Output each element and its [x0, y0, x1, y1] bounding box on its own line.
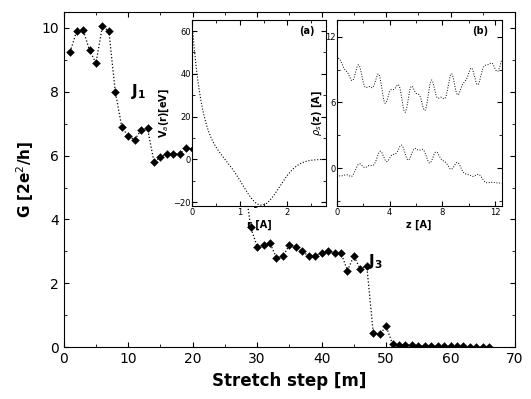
Point: [337, 250, 345, 256]
Point: [466, 344, 474, 350]
Point: [324, 248, 332, 255]
Point: [266, 240, 275, 247]
Point: [259, 242, 268, 248]
X-axis label: Stretch step [m]: Stretch step [m]: [212, 371, 366, 389]
Point: [298, 248, 306, 255]
Point: [156, 154, 165, 160]
Point: [150, 159, 158, 165]
Point: [343, 267, 352, 274]
Point: [421, 343, 429, 349]
Point: [414, 342, 423, 349]
Point: [292, 243, 300, 250]
Point: [318, 250, 326, 256]
Point: [176, 151, 184, 157]
Point: [169, 151, 177, 157]
Point: [349, 253, 358, 259]
Point: [79, 26, 87, 33]
Point: [459, 343, 468, 350]
Point: [182, 144, 191, 151]
Point: [272, 255, 281, 261]
Point: [382, 323, 390, 330]
Point: [427, 343, 435, 349]
Point: [401, 342, 410, 348]
Point: [395, 342, 403, 348]
Point: [363, 263, 371, 269]
Point: [66, 49, 74, 55]
Point: [388, 341, 397, 347]
Point: [221, 149, 229, 156]
Text: $\mathbf{J_3}$: $\mathbf{J_3}$: [368, 251, 383, 271]
Point: [72, 28, 81, 34]
Point: [98, 23, 107, 30]
Point: [227, 151, 236, 157]
Point: [472, 344, 481, 350]
Point: [131, 136, 139, 143]
Point: [214, 146, 222, 152]
Point: [117, 124, 126, 130]
Point: [279, 253, 287, 259]
Point: [408, 342, 416, 348]
Point: [453, 343, 461, 350]
Point: [195, 148, 203, 154]
Point: [285, 242, 294, 248]
Point: [356, 266, 365, 272]
Text: $\mathbf{J_2}$: $\mathbf{J_2}$: [254, 191, 269, 210]
Point: [311, 253, 320, 259]
Point: [143, 125, 152, 132]
Point: [234, 144, 242, 151]
Point: [208, 151, 216, 157]
Point: [485, 344, 493, 350]
Y-axis label: G [2e$^2$/h]: G [2e$^2$/h]: [14, 141, 36, 218]
Point: [189, 146, 197, 152]
Point: [85, 47, 94, 53]
Point: [137, 127, 145, 133]
Point: [240, 176, 249, 183]
Text: $\mathbf{J_1}$: $\mathbf{J_1}$: [131, 82, 147, 101]
Point: [369, 330, 378, 336]
Point: [330, 250, 339, 256]
Point: [124, 133, 132, 140]
Point: [433, 343, 442, 350]
Point: [253, 243, 261, 250]
Point: [246, 224, 255, 231]
Point: [447, 343, 455, 350]
Point: [440, 343, 448, 350]
Point: [201, 144, 210, 151]
Point: [162, 151, 171, 157]
Point: [105, 28, 113, 34]
Point: [304, 253, 313, 259]
Point: [478, 344, 487, 350]
Point: [375, 331, 384, 338]
Point: [111, 89, 119, 95]
Point: [92, 60, 100, 66]
